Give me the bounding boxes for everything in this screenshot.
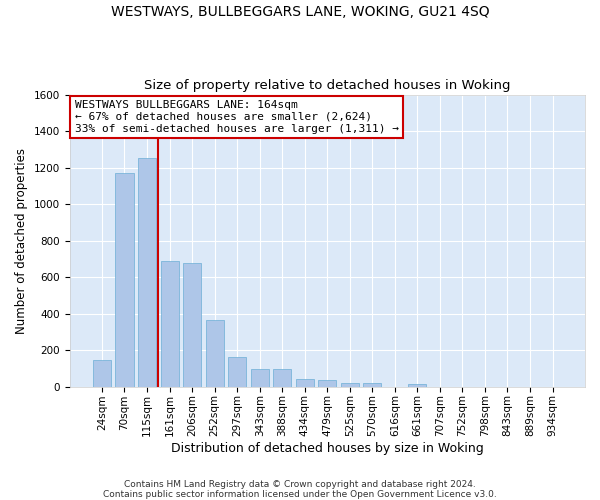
X-axis label: Distribution of detached houses by size in Woking: Distribution of detached houses by size … [171, 442, 484, 455]
Bar [364, 382, 382, 386]
Bar [341, 382, 359, 386]
Text: WESTWAYS BULLBEGGARS LANE: 164sqm
← 67% of detached houses are smaller (2,624)
3: WESTWAYS BULLBEGGARS LANE: 164sqm ← 67% … [74, 100, 398, 134]
Bar [161, 260, 179, 386]
Bar [93, 360, 111, 386]
Bar [296, 379, 314, 386]
Bar [251, 370, 269, 386]
Bar [228, 356, 246, 386]
Bar [273, 370, 291, 386]
Title: Size of property relative to detached houses in Woking: Size of property relative to detached ho… [144, 79, 511, 92]
Text: Contains HM Land Registry data © Crown copyright and database right 2024.
Contai: Contains HM Land Registry data © Crown c… [103, 480, 497, 499]
Y-axis label: Number of detached properties: Number of detached properties [15, 148, 28, 334]
Bar [183, 262, 201, 386]
Bar [115, 173, 134, 386]
Bar [138, 158, 156, 386]
Bar [206, 320, 224, 386]
Text: WESTWAYS, BULLBEGGARS LANE, WOKING, GU21 4SQ: WESTWAYS, BULLBEGGARS LANE, WOKING, GU21… [110, 5, 490, 19]
Bar [409, 384, 427, 386]
Bar [318, 380, 336, 386]
